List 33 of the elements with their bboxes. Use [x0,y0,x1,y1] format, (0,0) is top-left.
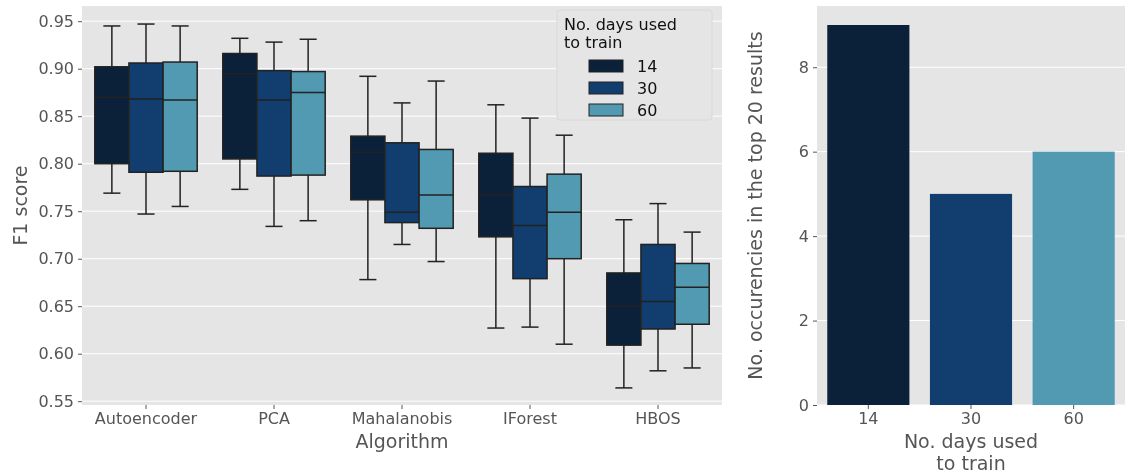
x-tick-label: PCA [258,409,290,429]
x-tick-label: 30 [960,409,982,429]
y-tick-label: 0.85 [38,106,74,126]
x-axis-title: No. days used to train [903,430,1039,474]
y-axis-title: No. occurencies in the top 20 results [744,31,766,380]
y-tick-label: 0 [798,395,809,415]
y-tick-label: 0.65 [38,296,74,316]
y-tick-label: 0.60 [38,344,74,364]
x-tick-label: Autoencoder [94,409,198,429]
legend-label: 14 [637,57,658,76]
legend-title: No. days used to train [564,15,677,52]
bar [827,25,910,405]
x-tick-label: 14 [858,409,879,429]
y-axis-title: F1 score [9,165,31,246]
y-tick-label: 0.90 [38,59,74,79]
y-tick-label: 4 [798,226,809,246]
y-tick-label: 8 [798,57,809,77]
y-tick-label: 0.55 [38,391,74,411]
x-tick-label: 60 [1063,409,1084,429]
legend-label: 60 [637,101,658,120]
x-tick-label: IForest [503,409,557,429]
y-tick-label: 0.80 [38,154,74,174]
y-tick-label: 2 [798,311,809,331]
y-tick-label: 0.70 [38,249,74,269]
bar [929,193,1013,405]
y-tick-label: 6 [798,142,809,162]
bar [1032,151,1115,405]
x-axis-title: Algorithm [355,430,449,452]
x-tick-label: HBOS [635,409,681,429]
legend-label: 30 [637,79,658,98]
x-tick-label: Mahalanobis [351,409,453,429]
y-tick-label: 0.95 [38,11,74,31]
y-tick-label: 0.75 [38,201,74,221]
